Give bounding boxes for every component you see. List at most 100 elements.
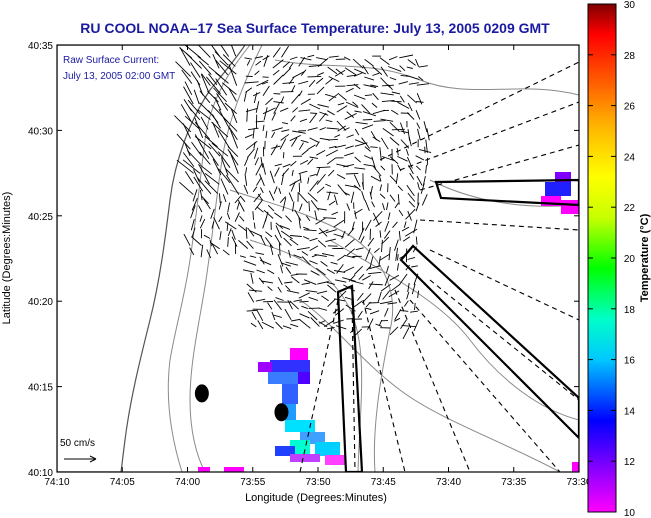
current-vector (388, 56, 398, 61)
current-vector (341, 230, 346, 239)
current-vector (309, 245, 319, 251)
current-vector (372, 212, 380, 226)
current-vector (290, 323, 299, 328)
current-vector (354, 210, 357, 220)
current-vector (226, 174, 240, 195)
current-vector (389, 175, 398, 183)
current-vector (375, 221, 382, 227)
current-vector (344, 184, 359, 189)
current-vector (184, 142, 191, 157)
current-vector (301, 256, 311, 266)
current-vector (309, 103, 321, 110)
current-vector (278, 187, 282, 194)
current-vector (245, 107, 258, 113)
current-vector (227, 228, 232, 237)
current-vector (307, 177, 310, 184)
colorbar-tick-label: 20 (624, 254, 636, 265)
current-vector (389, 156, 399, 165)
current-vectors (174, 45, 432, 340)
current-vector (175, 61, 192, 77)
current-vector (180, 104, 192, 122)
current-vector (197, 177, 212, 195)
colorbar-tick-label: 10 (624, 508, 636, 518)
current-vector (181, 69, 193, 84)
current-vector (327, 298, 336, 308)
current-vector (194, 117, 204, 138)
current-vector (218, 216, 223, 223)
current-vector (401, 324, 416, 328)
current-vector (185, 52, 202, 69)
current-vector (289, 56, 298, 60)
current-vector (268, 190, 275, 201)
current-vector (215, 78, 228, 96)
current-vector (218, 130, 231, 149)
current-vector (364, 76, 375, 81)
current-vector (288, 62, 294, 69)
current-vector (391, 91, 401, 95)
current-vector (388, 290, 400, 298)
current-vector (273, 186, 278, 194)
current-vector (274, 234, 282, 246)
current-vector (336, 174, 346, 180)
current-vector (397, 194, 400, 205)
current-vector (265, 231, 273, 238)
current-vector (314, 210, 318, 221)
current-vector (259, 173, 265, 186)
current-vector (190, 205, 196, 219)
current-vector (407, 192, 416, 202)
current-vector (344, 296, 353, 300)
current-vector (279, 196, 287, 204)
current-vector (193, 176, 204, 192)
current-vector (191, 236, 202, 246)
current-vector (199, 102, 211, 114)
current-vector (303, 279, 317, 286)
current-vector (291, 93, 300, 104)
current-vector (225, 168, 239, 183)
current-vector (227, 146, 239, 158)
current-vector (219, 193, 221, 204)
current-vector (184, 115, 200, 130)
current-vector (249, 255, 257, 258)
current-vector (343, 163, 355, 168)
current-vector (328, 76, 340, 83)
current-vector (397, 254, 399, 261)
current-vector (398, 230, 401, 241)
current-vector (227, 237, 229, 247)
current-vector (334, 134, 341, 138)
current-vector (342, 277, 356, 282)
current-vector (343, 266, 355, 273)
current-vector (211, 121, 229, 138)
current-vector (363, 163, 375, 167)
current-vector (345, 87, 354, 93)
current-vector (307, 158, 314, 165)
current-vector (350, 191, 355, 204)
current-vector (246, 148, 255, 158)
current-vector (245, 167, 248, 174)
current-vector (193, 169, 200, 183)
current-vector (352, 58, 364, 69)
current-vector (240, 195, 246, 203)
current-vector (298, 170, 308, 175)
current-vector (336, 105, 348, 113)
current-vector (335, 68, 344, 75)
y-axis-label: Latitude (Degrees:Minutes) (1, 192, 13, 325)
current-vector (282, 67, 292, 77)
current-vector (243, 91, 247, 102)
current-vector (222, 194, 227, 203)
current-vector (198, 60, 212, 75)
current-vector (307, 54, 315, 58)
current-vector (346, 111, 355, 119)
current-vector (246, 309, 257, 312)
current-vector (372, 66, 383, 75)
current-vector (199, 215, 203, 222)
current-vector (256, 79, 269, 87)
current-vector (200, 116, 209, 130)
current-vector (299, 159, 309, 165)
current-vector (244, 134, 253, 139)
current-vector (402, 236, 411, 242)
current-vector (308, 296, 319, 301)
current-vector (316, 57, 328, 61)
current-vector (279, 138, 287, 150)
current-vector (326, 157, 337, 165)
current-vector (239, 255, 246, 258)
